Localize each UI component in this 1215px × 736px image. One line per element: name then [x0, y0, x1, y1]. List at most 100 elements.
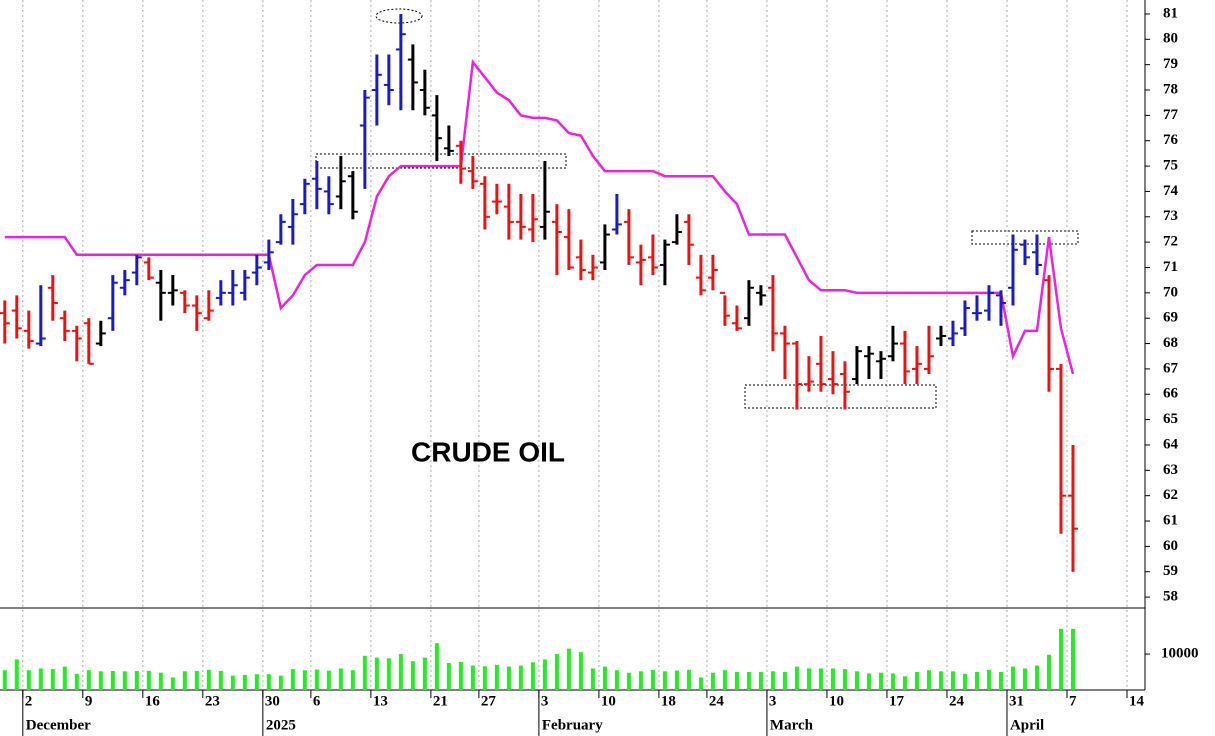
volume-bar [674, 670, 679, 690]
volume-bar [1010, 666, 1015, 690]
y-tick-label: 67 [1163, 360, 1179, 376]
volume-bar [182, 671, 187, 690]
month-label: 2025 [266, 717, 296, 733]
y-tick-label: 79 [1163, 56, 1178, 72]
volume-bar [566, 648, 571, 690]
volume-bar [866, 673, 871, 690]
volume-bar [914, 672, 919, 690]
x-tick-label: 2 [25, 693, 33, 709]
month-label: February [542, 717, 603, 733]
month-label: April [1010, 717, 1044, 733]
volume-bar [122, 671, 127, 690]
volume-bar [902, 676, 907, 690]
volume-bar [458, 661, 463, 690]
x-tick-label: 24 [949, 693, 965, 709]
volume-bar [770, 671, 775, 690]
x-tick-label: 14 [1129, 693, 1145, 709]
volume-bar [98, 671, 103, 690]
volume-bar [170, 677, 175, 690]
y-tick-label: 80 [1163, 31, 1178, 47]
y-tick-label: 70 [1163, 284, 1178, 300]
volume-bar [554, 654, 559, 690]
volume-bar [614, 670, 619, 690]
volume-bar [806, 668, 811, 690]
y-tick-label: 10000 [1161, 645, 1199, 661]
y-tick-label: 76 [1163, 132, 1179, 148]
volume-bar [326, 670, 331, 690]
volume-bar [146, 670, 151, 690]
volume-bar [650, 669, 655, 690]
y-tick-label: 65 [1163, 411, 1178, 427]
x-tick-label: 18 [661, 693, 676, 709]
x-tick-label: 23 [205, 693, 220, 709]
highlight-box [744, 384, 937, 409]
volume-bar [602, 666, 607, 690]
volume-bar [698, 677, 703, 690]
volume-bar [470, 665, 475, 690]
volume-bar [1022, 668, 1027, 690]
volume-bar [782, 672, 787, 690]
x-tick-label: 9 [85, 693, 93, 709]
volume-bar [494, 664, 499, 690]
volume-bar [38, 668, 43, 690]
chart-annotation: CRUDE OIL [411, 436, 565, 467]
volume-bar [314, 669, 319, 690]
volume-bar [590, 668, 595, 690]
volume-bar [542, 659, 547, 690]
y-tick-label: 73 [1163, 208, 1178, 224]
stop-line [4, 58, 1075, 375]
volume-bar [578, 652, 583, 690]
volume-bar [818, 668, 823, 690]
highlight-ellipse [375, 8, 423, 24]
y-tick-label: 81 [1163, 5, 1178, 21]
x-tick-label: 27 [481, 693, 497, 709]
volume-bar [878, 672, 883, 690]
month-label: March [770, 717, 814, 733]
volume-bar [938, 671, 943, 690]
volume-bar [254, 674, 259, 690]
volume-bar [722, 670, 727, 690]
volume-bar [998, 672, 1003, 690]
volume-bar [926, 670, 931, 690]
y-tick-label: 58 [1163, 589, 1178, 605]
volume-bar [662, 671, 667, 690]
volume-bar [398, 654, 403, 690]
volume-bar [362, 655, 367, 690]
volume-bar [686, 669, 691, 690]
y-tick-label: 60 [1163, 538, 1178, 554]
x-tick-label: 3 [541, 693, 549, 709]
volume-bar [434, 643, 439, 690]
x-tick-label: 17 [889, 693, 905, 709]
volume-bar [626, 672, 631, 690]
volume-bar [242, 674, 247, 690]
volume-bar [26, 670, 31, 690]
volume-bar [638, 671, 643, 690]
y-tick-label: 71 [1163, 259, 1178, 275]
volume-bar [386, 658, 391, 690]
volume-bar [338, 668, 343, 690]
volume-bar [1058, 628, 1063, 690]
x-tick-label: 31 [1009, 693, 1024, 709]
volume-bar [2, 670, 7, 690]
volume-bar [530, 662, 535, 690]
volume-bar [1046, 654, 1051, 690]
volume-bar [230, 675, 235, 690]
volume-bar [890, 673, 895, 690]
volume-bar [482, 666, 487, 690]
volume-bar [758, 672, 763, 690]
month-label: December [26, 717, 91, 733]
y-tick-label: 62 [1163, 487, 1178, 503]
volume-bar [410, 661, 415, 690]
y-tick-label: 64 [1163, 436, 1179, 452]
x-tick-label: 10 [829, 693, 844, 709]
volume-bar [446, 663, 451, 690]
volume-bar [134, 670, 139, 690]
y-tick-label: 59 [1163, 563, 1178, 579]
y-tick-label: 72 [1163, 234, 1178, 250]
x-tick-label: 16 [145, 693, 161, 709]
volume-bar [1034, 665, 1039, 690]
volume-bar [734, 672, 739, 690]
volume-bar [110, 670, 115, 690]
volume-bar [350, 670, 355, 690]
